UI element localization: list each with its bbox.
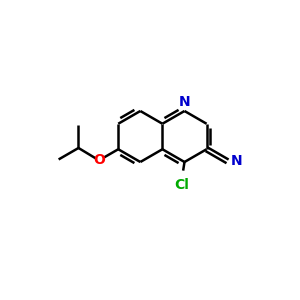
- Text: Cl: Cl: [175, 178, 189, 191]
- Text: N: N: [231, 154, 243, 168]
- Text: O: O: [94, 153, 105, 167]
- Text: N: N: [179, 95, 190, 110]
